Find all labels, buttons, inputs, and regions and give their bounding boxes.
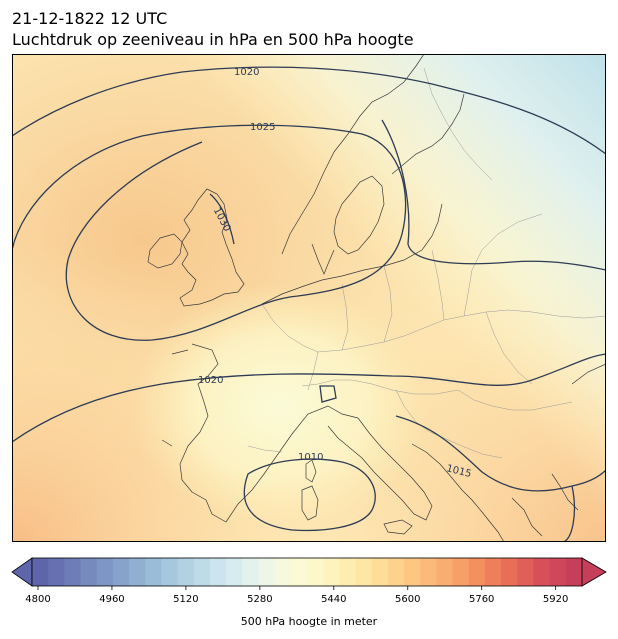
isobars <box>12 66 606 542</box>
colorbar-max-extension <box>581 557 607 587</box>
map-date-title: 21-12-1822 12 UTC <box>12 9 168 28</box>
colorbar: 4800 4960 5120 5280 5440 5600 5760 5920 <box>11 557 607 605</box>
colorbar-swatch <box>129 558 146 586</box>
colorbar-swatch <box>565 558 583 586</box>
colorbar-swatch <box>323 558 340 586</box>
colorbar-swatch <box>242 558 260 586</box>
colorbar-swatch <box>501 558 518 586</box>
colorbar-swatch <box>420 558 438 586</box>
colorbar-swatch <box>274 558 292 586</box>
isobar-label-1010: 1010 <box>298 452 323 463</box>
colorbar-swatch <box>307 558 324 586</box>
colorbar-tick-label: 4800 <box>25 594 50 605</box>
colorbar-min-extension <box>11 557 33 587</box>
isobar-1020-north <box>12 66 606 155</box>
colorbar-tick-label: 5440 <box>321 594 346 605</box>
colorbar-ticks: 4800 4960 5120 5280 5440 5600 5760 5920 <box>25 586 568 605</box>
colorbar-swatch <box>339 558 357 586</box>
colorbar-title: 500 hPa hoogte in meter <box>240 615 378 628</box>
country-borders <box>247 67 606 459</box>
isobar-label-1020-north: 1020 <box>234 67 259 78</box>
colorbar-tick-label: 5760 <box>469 594 494 605</box>
colorbar-frame <box>31 557 583 587</box>
isobar-1015 <box>395 415 606 492</box>
isobar-1010 <box>243 458 376 532</box>
colorbar-swatches <box>11 557 607 587</box>
map-description-title: Luchtdruk op zeeniveau in hPa en 500 hPa… <box>12 30 414 49</box>
colorbar-swatch <box>533 558 551 586</box>
colorbar-swatch <box>48 558 65 586</box>
colorbar-swatch <box>258 558 276 586</box>
colorbar-swatch <box>371 558 389 586</box>
colorbar-swatch <box>355 558 373 586</box>
colorbar-swatch <box>452 558 470 586</box>
colorbar-swatch <box>549 558 567 586</box>
colorbar-swatch <box>193 558 211 586</box>
colorbar-swatch <box>404 558 421 586</box>
colorbar-swatch <box>112 558 130 586</box>
colorbar-swatch <box>226 558 243 586</box>
colorbar-tick-label: 5120 <box>173 594 198 605</box>
colorbar-swatch <box>290 558 308 586</box>
isobar-alps-loop <box>319 385 337 403</box>
colorbar-swatch <box>436 558 454 586</box>
colorbar-tick-label: 5600 <box>395 594 420 605</box>
colorbar-swatch <box>145 558 163 586</box>
colorbar-swatch <box>161 558 179 586</box>
colorbar-swatch <box>387 558 405 586</box>
colorbar-tick-label: 5920 <box>543 594 568 605</box>
isobar-1030 <box>209 193 235 245</box>
isobar-1025 <box>12 124 407 341</box>
colorbar-swatch <box>32 558 49 586</box>
colorbar-tick-label: 4960 <box>99 594 124 605</box>
colorbar-swatch <box>177 558 195 586</box>
colorbar-swatch <box>80 558 98 586</box>
isobar-label-1020-south: 1020 <box>198 375 223 386</box>
colorbar-swatch <box>484 558 502 586</box>
isobar-1020-east <box>381 119 606 271</box>
colorbar-tick-label: 5280 <box>247 594 272 605</box>
coastlines <box>147 54 606 542</box>
colorbar-swatch <box>64 558 82 586</box>
isobar-1020-south <box>12 353 606 443</box>
colorbar-swatch <box>517 558 535 586</box>
colorbar-swatch <box>209 558 227 586</box>
isobar-label-1025: 1025 <box>250 122 275 133</box>
colorbar-swatch <box>468 558 486 586</box>
colorbar-swatch <box>96 558 114 586</box>
pressure-height-map: 1020 1025 1030 1020 1010 1015 <box>12 54 606 542</box>
